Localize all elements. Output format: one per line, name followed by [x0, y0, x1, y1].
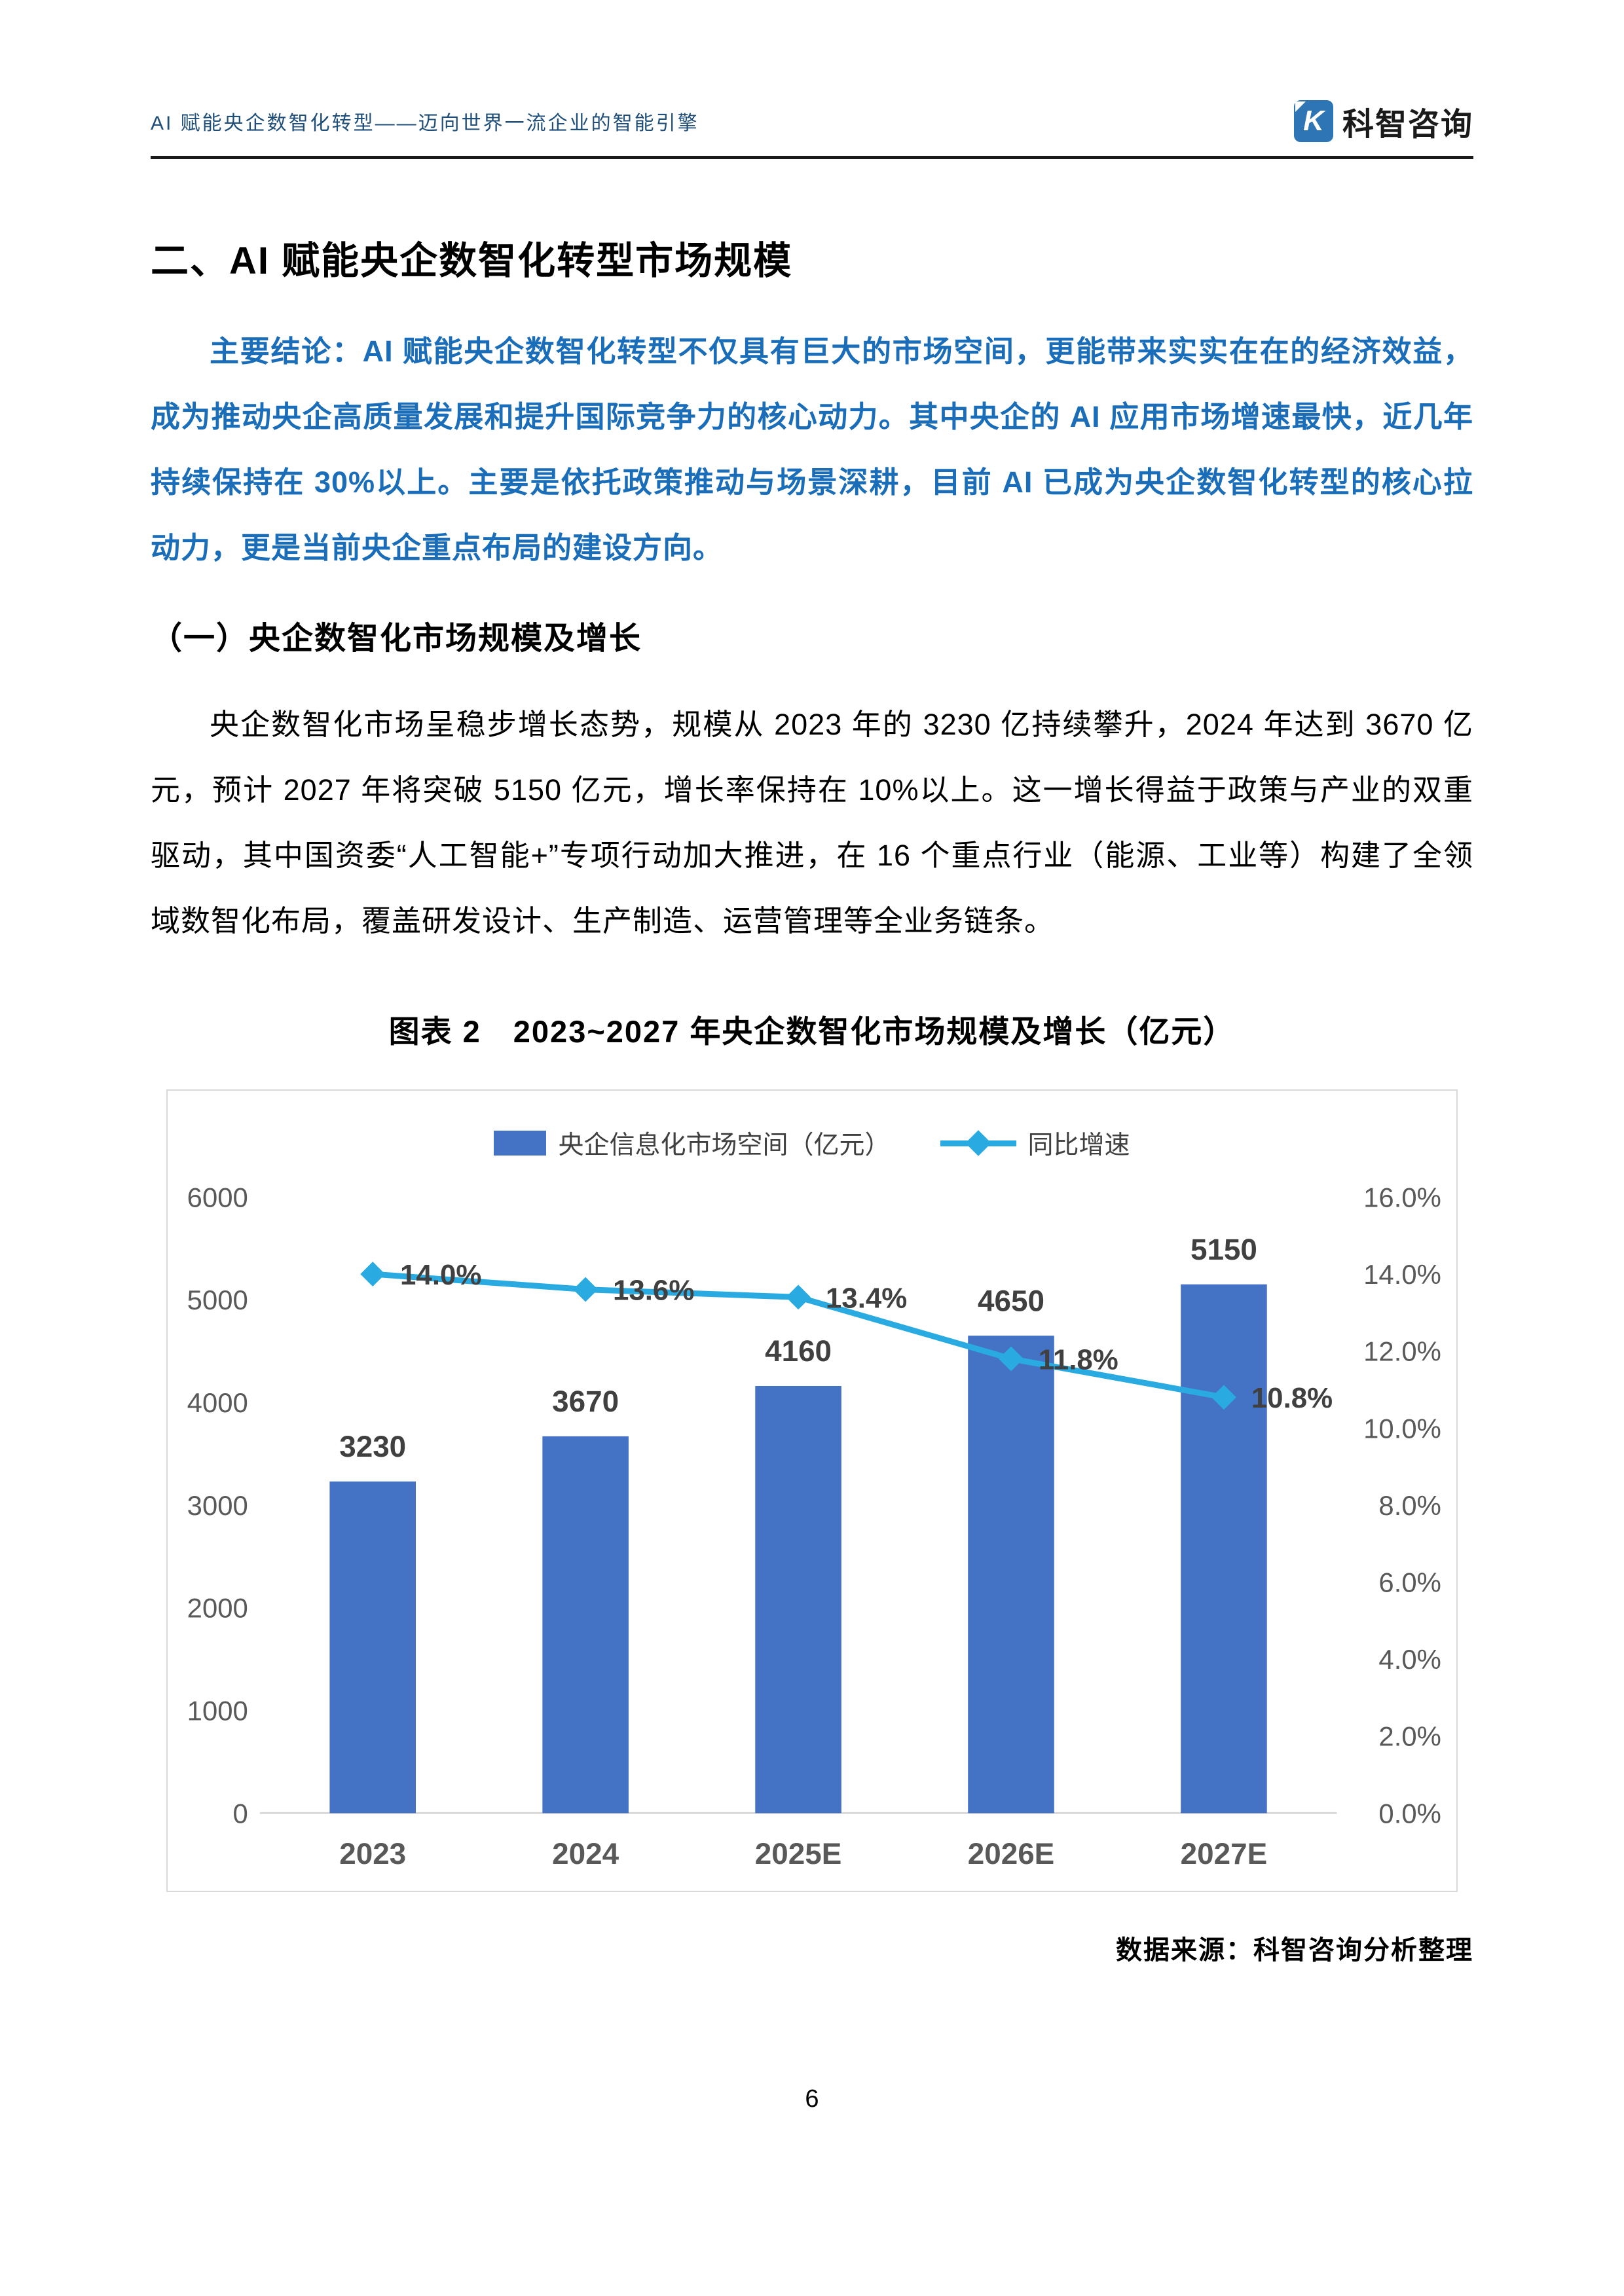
logo-k-icon: K — [1293, 100, 1333, 142]
svg-text:6000: 6000 — [187, 1182, 248, 1212]
svg-text:0.0%: 0.0% — [1378, 1798, 1441, 1829]
svg-text:1000: 1000 — [187, 1696, 248, 1726]
legend-bar-label: 央企信息化市场空间（亿元） — [558, 1131, 891, 1159]
svg-text:2023: 2023 — [339, 1837, 406, 1870]
logo-letter: K — [1303, 105, 1324, 137]
svg-text:13.6%: 13.6% — [613, 1275, 694, 1307]
page-number: 6 — [805, 2085, 819, 2113]
section-heading: 二、AI 赋能央企数智化转型市场规模 — [151, 240, 793, 282]
key-conclusion-paragraph: 主要结论：AI 赋能央企数智化转型不仅具有巨大的市场空间，更能带来实实在在的经济… — [151, 335, 1473, 564]
svg-text:6.0%: 6.0% — [1378, 1567, 1441, 1597]
svg-text:2026E: 2026E — [968, 1837, 1055, 1870]
svg-text:3230: 3230 — [339, 1430, 406, 1463]
svg-text:8.0%: 8.0% — [1378, 1490, 1441, 1521]
svg-text:2027E: 2027E — [1181, 1837, 1268, 1870]
svg-text:12.0%: 12.0% — [1363, 1336, 1441, 1367]
page-header: AI 赋能央企数智化转型——迈向世界一流企业的智能引擎 K 科智咨询 — [151, 98, 1473, 159]
svg-text:13.4%: 13.4% — [826, 1282, 907, 1314]
legend-bar-swatch-icon — [494, 1131, 547, 1156]
svg-text:4650: 4650 — [978, 1284, 1044, 1317]
subsection-heading: （一）央企数智化市场规模及增长 — [151, 621, 642, 656]
svg-text:2000: 2000 — [187, 1593, 248, 1624]
svg-text:2025E: 2025E — [755, 1837, 842, 1870]
svg-text:5000: 5000 — [187, 1285, 248, 1315]
svg-text:14.0%: 14.0% — [1363, 1259, 1441, 1290]
svg-text:0: 0 — [233, 1798, 248, 1829]
chart-legend: 央企信息化市场空间（亿元） 同比增速 — [168, 1125, 1456, 1161]
svg-text:4160: 4160 — [765, 1334, 832, 1368]
svg-text:11.8%: 11.8% — [1039, 1343, 1118, 1376]
svg-text:3000: 3000 — [187, 1490, 248, 1521]
svg-text:10.8%: 10.8% — [1251, 1382, 1333, 1414]
svg-text:2024: 2024 — [552, 1837, 619, 1870]
logo-text: 科智咨询 — [1342, 107, 1473, 142]
svg-text:3670: 3670 — [552, 1385, 619, 1418]
svg-text:4.0%: 4.0% — [1378, 1644, 1441, 1675]
svg-text:10.0%: 10.0% — [1363, 1413, 1441, 1444]
legend-line-label: 同比增速 — [1027, 1131, 1130, 1159]
company-logo: K 科智咨询 — [1293, 98, 1473, 144]
body-paragraph: 央企数智化市场呈稳步增长态势，规模从 2023 年的 3230 亿持续攀升，20… — [151, 708, 1473, 938]
chart-plot: 6000 5000 4000 3000 2000 1000 0 16.0% 14.0% 12.0%… — [187, 1182, 1441, 1870]
svg-text:16.0%: 16.0% — [1363, 1182, 1441, 1212]
header-title: AI 赋能央企数智化转型——迈向世界一流企业的智能引擎 — [151, 113, 699, 134]
svg-text:14.0%: 14.0% — [400, 1259, 481, 1291]
svg-text:4000: 4000 — [187, 1387, 248, 1418]
chart-title: 图表 2 2023~2027 年央企数智化市场规模及增长（亿元） — [388, 1014, 1236, 1049]
svg-text:5150: 5150 — [1190, 1233, 1257, 1266]
data-source-note: 数据来源：科智咨询分析整理 — [1116, 1936, 1473, 1965]
chart-container: 6000 5000 4000 3000 2000 1000 0 16.0% 14.0% 12.0%… — [166, 1089, 1458, 1892]
legend-line-swatch-icon — [940, 1130, 1016, 1156]
svg-text:2.0%: 2.0% — [1378, 1721, 1441, 1752]
